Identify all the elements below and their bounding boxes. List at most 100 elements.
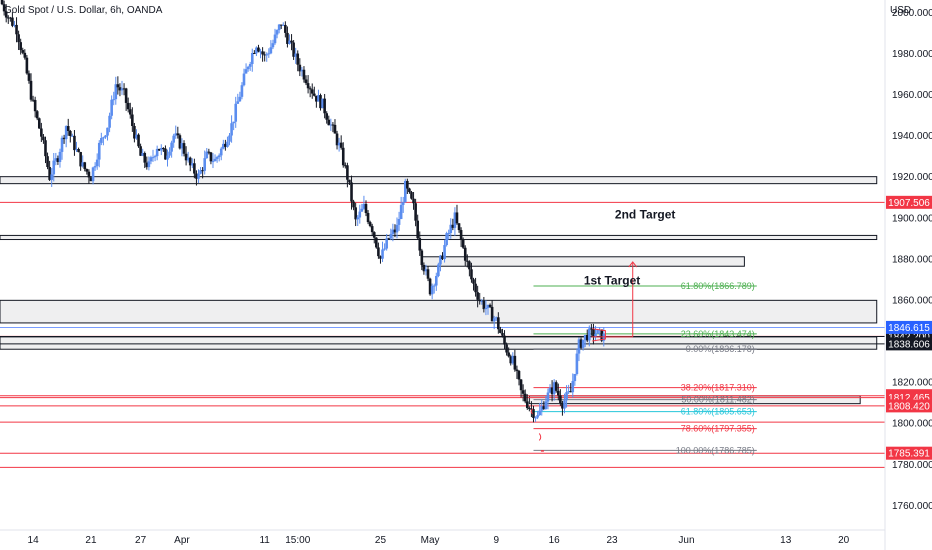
candle-body [219,148,223,156]
candle-body [27,73,31,81]
x-tick-label: 13 [780,535,792,546]
candle-body [434,276,438,286]
x-tick-label: Jun [678,535,694,546]
candle-body [15,24,18,35]
candle-body [480,300,484,302]
candle-body [308,88,312,90]
fib-label: 78.60%(1797.355) [681,424,755,434]
candle-body [317,95,320,102]
chart-title: Gold Spot / U.S. Dollar, 6h, OANDA [4,5,163,16]
candle-body [358,211,362,218]
y-tick-label: 1940.000 [892,131,932,142]
y-tick-label: 1780.000 [892,460,932,471]
candle-body [538,410,541,416]
candle-body [182,143,186,154]
candle-body [93,166,97,168]
candle-body [174,133,178,136]
candle-body [391,229,395,235]
x-tick-label: 16 [549,535,561,546]
candle-body [11,17,14,26]
candle-body [466,260,469,262]
candle-body [145,162,149,168]
candle-body [459,230,463,240]
x-tick-label: 27 [135,535,147,546]
candle-body [461,239,465,248]
candle-body [362,203,366,209]
candle-body [277,24,281,31]
candle-body [120,88,124,91]
y-tick-label: 1900.000 [892,213,932,224]
candle-body [441,255,444,260]
candle-body [40,128,43,137]
candle-body [468,261,471,270]
candle-body [548,387,552,393]
candle-body [346,165,349,180]
candle-body [515,369,519,371]
candle-body [13,24,16,26]
candle-body [116,84,120,88]
candle-body [377,247,380,257]
candle-body [110,99,113,116]
candle-body [536,415,539,418]
candle-body [484,307,488,310]
candle-body [147,161,151,168]
fib-label: 61.80%(1866.789) [681,281,755,291]
candle-body [37,118,41,129]
candle-body [583,334,587,340]
candle-body [195,173,198,179]
target-arrow-head [628,261,638,268]
candle-body [389,234,393,239]
candle-body [414,203,417,221]
candle-body [62,137,66,140]
candle-body [449,224,453,234]
candle-body [186,157,190,161]
candle-body [509,356,513,364]
candle-body [172,135,175,143]
candle-body [166,155,169,160]
candle-body [499,329,502,333]
candle-body [472,279,475,284]
candle-body [563,400,566,409]
candle-body [203,158,207,171]
candle-body [91,167,95,182]
candle-body [69,130,72,136]
candle-body [155,148,159,157]
candle-body [445,233,448,246]
candle-body [451,224,455,228]
candle-body [288,40,291,44]
x-tick-label: 9 [493,535,499,546]
price-axis[interactable]: USD 2000.000 1980.000 1960.000 1940.000 1920… [890,5,932,512]
candle-body [199,170,202,174]
candle-body [255,47,258,54]
candle-body [420,250,424,265]
candle-body [561,402,564,409]
candle-body [205,151,209,159]
candle-body [248,64,252,67]
candle-body [279,24,283,26]
time-axis[interactable]: 14 21 27 Apr 11 15:00 25 May 9 16 23 Jun 13 20 [28,535,850,546]
candle-body [492,318,496,322]
candle-body [222,143,225,149]
candle-body [312,93,316,96]
candle-body [234,103,238,122]
candle-body [412,198,415,204]
candle-body [525,401,529,409]
fib-label: 0.00%(1836.178) [686,344,755,354]
candle-body [257,47,260,52]
candle-body [579,339,583,348]
candle-body [306,83,310,89]
candle-body [265,54,269,56]
candle-body [310,89,314,94]
price-tag-label: 1838.606 [888,339,930,350]
candle-body [443,245,446,260]
candle-body [176,133,180,136]
candle-body [168,151,171,156]
candle-body [211,161,215,163]
candle-body [424,269,428,272]
candle-body [399,204,403,220]
candle-body [600,329,604,341]
candle-body [9,17,12,19]
candle-body [19,42,22,51]
candle-body [486,304,490,308]
